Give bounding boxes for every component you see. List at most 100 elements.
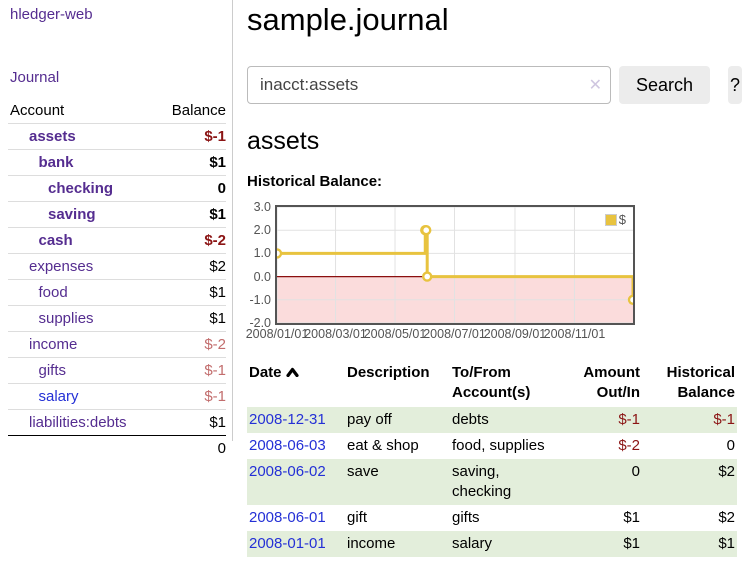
y-axis-tick-label: 0.0 — [253, 269, 271, 284]
transaction-row: 2008-06-02 save saving, checking 0 $2 — [247, 459, 737, 505]
sidebar-item-journal[interactable]: Journal — [10, 69, 60, 86]
transaction-date-link[interactable]: 2008-12-31 — [249, 411, 326, 428]
y-axis-tick-label: 3.0 — [253, 200, 271, 214]
transaction-row: 2008-06-03 eat & shop food, supplies $-2 0 — [247, 433, 737, 459]
transaction-row: 2008-12-31 pay off debts $-1 $-1 — [247, 407, 737, 433]
historical-balance-chart: $ 3.0 2.0 1.0 0.0 -1.0 -2.0 2008/01/01 2008/03/… — [245, 199, 667, 343]
search-button[interactable]: Search — [619, 66, 711, 104]
account-balance: $1 — [155, 149, 226, 176]
transaction-description: eat & shop — [347, 437, 419, 454]
accounts-col-balance: Balance — [155, 99, 226, 124]
account-balance: $2 — [155, 253, 226, 280]
transaction-row: 2008-01-01 income salary $1 $1 — [247, 531, 737, 557]
account-row: food $1 — [8, 279, 226, 306]
x-axis-tick-label: 2008/11/01 — [543, 327, 606, 341]
x-axis-tick-label: 2008/07/01 — [423, 327, 486, 341]
account-row: expenses $2 — [8, 253, 226, 280]
account-row: income $-2 — [8, 331, 226, 358]
account-balance: $1 — [155, 279, 226, 306]
account-link[interactable]: saving — [48, 206, 96, 223]
account-link[interactable]: gifts — [38, 362, 67, 379]
account-row: salary $-1 — [8, 383, 226, 410]
register-table: Date Description To/From Account(s) Amou… — [247, 361, 737, 557]
account-balance: $1 — [155, 201, 226, 228]
account-balance: $-1 — [155, 357, 226, 384]
account-row: gifts $-1 — [8, 357, 226, 384]
transaction-balance: $2 — [642, 459, 737, 505]
transaction-accounts: gifts — [452, 509, 480, 526]
register-col-accounts: To/From Account(s) — [452, 364, 531, 401]
y-axis-tick-label: -2.0 — [249, 316, 271, 330]
account-balance: $-1 — [155, 383, 226, 410]
transaction-amount: $1 — [562, 531, 642, 557]
transaction-accounts: saving, checking — [450, 459, 562, 505]
chart-legend: $ — [602, 211, 628, 228]
legend-label: $ — [618, 212, 626, 227]
y-axis-tick-label: -1.0 — [249, 292, 271, 307]
account-row: assets $-1 — [8, 123, 226, 150]
page-title: sample.journal — [247, 2, 449, 37]
account-link[interactable]: bank — [38, 154, 74, 171]
y-axis-tick-label: 2.0 — [253, 223, 271, 238]
account-row: cash $-2 — [8, 227, 226, 254]
account-row: supplies $1 — [8, 305, 226, 332]
transaction-description: pay off — [345, 407, 450, 433]
x-axis-tick-label: 2008/09/01 — [483, 327, 547, 341]
transaction-amount: $-1 — [562, 407, 642, 433]
chart-plot-area: $ — [271, 205, 639, 325]
series-swatch-icon — [604, 213, 617, 226]
account-link[interactable]: salary — [38, 388, 79, 405]
account-link[interactable]: income — [29, 336, 78, 353]
transaction-description: save — [345, 459, 450, 505]
sort-ascending-chevron-up-icon — [285, 367, 299, 378]
transaction-date-link[interactable]: 2008-06-02 — [249, 463, 326, 480]
account-balance: 0 — [155, 175, 226, 202]
account-balance: $-2 — [155, 227, 226, 254]
sidebar-divider — [232, 0, 233, 441]
transaction-date-link[interactable]: 2008-06-03 — [249, 437, 326, 454]
register-col-balance: Historical Balance — [666, 364, 735, 401]
transaction-balance: $1 — [642, 531, 737, 557]
account-balance: $-2 — [155, 331, 226, 358]
transaction-date-link[interactable]: 2008-01-01 — [249, 535, 326, 552]
register-col-date[interactable]: Date — [247, 361, 345, 407]
account-balance: $1 — [155, 305, 226, 332]
register-col-amount: Amount Out/In — [583, 364, 640, 401]
x-axis-tick-label: 2008/05/01 — [363, 327, 427, 341]
register-header-row: Date Description To/From Account(s) Amou… — [247, 361, 737, 407]
accounts-header-row: Account Balance — [8, 99, 226, 124]
app-title-link[interactable]: hledger-web — [10, 6, 93, 23]
account-link[interactable]: checking — [48, 180, 114, 197]
sidebar: hledger-web Journal Account Balance asse… — [0, 0, 232, 557]
help-button[interactable]: ? — [728, 66, 742, 104]
transaction-accounts: debts — [450, 407, 562, 433]
account-link[interactable]: supplies — [38, 310, 94, 327]
chart-title: Historical Balance: — [247, 173, 383, 190]
register-col-description: Description — [347, 364, 430, 381]
accounts-total: 0 — [217, 440, 226, 457]
transaction-accounts: salary — [450, 531, 562, 557]
account-link[interactable]: liabilities:debts — [29, 414, 127, 431]
clear-search-icon[interactable]: ✕ — [588, 77, 602, 94]
account-row: saving $1 — [8, 201, 226, 228]
accounts-col-account: Account — [8, 99, 156, 124]
transaction-amount: $-2 — [618, 437, 640, 454]
transaction-date-link[interactable]: 2008-06-01 — [249, 509, 326, 526]
account-balance: $1 — [155, 409, 226, 436]
account-row: checking 0 — [8, 175, 226, 202]
account-row: bank $1 — [8, 149, 226, 176]
main-content: sample.journal ✕ Search ? assets Histori… — [232, 0, 742, 557]
account-row: liabilities:debts $1 — [8, 409, 226, 436]
accounts-total-row: 0 — [8, 436, 226, 462]
account-link[interactable]: food — [38, 284, 68, 301]
account-heading: assets — [247, 127, 320, 155]
account-link[interactable]: cash — [38, 232, 73, 249]
transaction-amount: $1 — [623, 509, 640, 526]
x-axis-tick-label: 2008/01/01 — [245, 327, 309, 341]
x-axis-tick-label: 2008/03/01 — [304, 327, 367, 341]
search-input[interactable] — [247, 66, 611, 104]
account-link[interactable]: expenses — [29, 258, 94, 275]
search-form: ✕ Search ? — [247, 66, 742, 104]
transaction-row: 2008-06-01 gift gifts $1 $2 — [247, 505, 737, 531]
account-link[interactable]: assets — [29, 128, 76, 145]
